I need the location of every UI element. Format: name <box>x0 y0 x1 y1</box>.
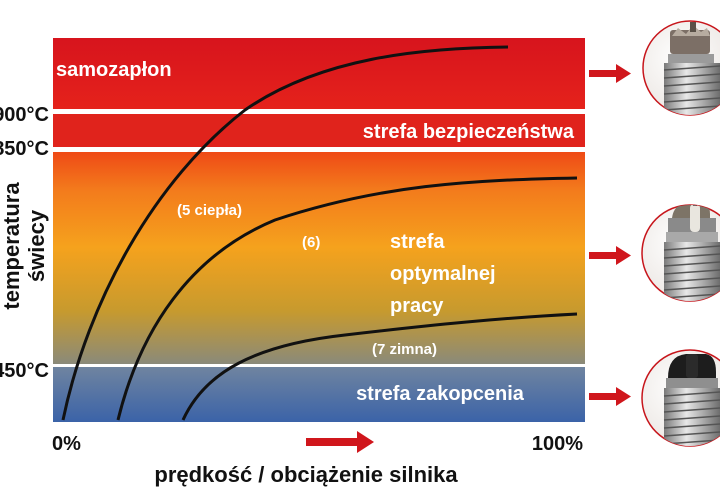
x-axis-arrow <box>306 431 374 453</box>
x-axis-title: prędkość / obciążenie silnika <box>154 462 458 487</box>
pointer-arrow-autoignition <box>589 64 631 83</box>
x-axis-start-label: 0% <box>52 433 81 455</box>
curve-label-cold: (7 zimna) <box>372 341 437 358</box>
y-axis-label-line2: świecy <box>24 209 49 282</box>
y-axis-label: temperatura świecy <box>0 182 49 310</box>
normal-spark-plug-icon <box>641 204 720 302</box>
safety-zone <box>53 114 585 147</box>
fouled-spark-plug-icon <box>641 349 720 447</box>
fouling-label: strefa zakopcenia <box>356 383 525 405</box>
hot-spark-plug-icon <box>642 20 720 116</box>
curve-label-medium: (6) <box>302 234 320 251</box>
curve-label-hot: (5 ciepła) <box>177 202 242 219</box>
pointer-arrow-fouling <box>589 387 631 406</box>
optimal-label-line1: strefa <box>390 231 445 253</box>
curve-medium <box>116 176 578 421</box>
optimal-label: strefa optymalnej pracy <box>390 231 496 317</box>
optimal-zone <box>53 152 585 364</box>
temp-label-450: 450°C <box>0 360 49 382</box>
optimal-label-line3: pracy <box>390 295 444 317</box>
autoignition-label: samozapłon <box>56 59 172 81</box>
curve-cold <box>181 312 578 421</box>
curve-hot <box>61 45 509 421</box>
temp-label-900: 900°C <box>0 104 49 126</box>
pointer-arrow-optimal <box>589 246 631 265</box>
optimal-label-line2: optymalnej <box>390 263 496 285</box>
y-axis-label-line1: temperatura <box>0 182 24 310</box>
x-axis-end-label: 100% <box>532 433 583 455</box>
safety-label: strefa bezpieczeństwa <box>363 121 575 143</box>
fouling-zone <box>53 367 585 422</box>
temp-label-850: 850°C <box>0 138 49 160</box>
